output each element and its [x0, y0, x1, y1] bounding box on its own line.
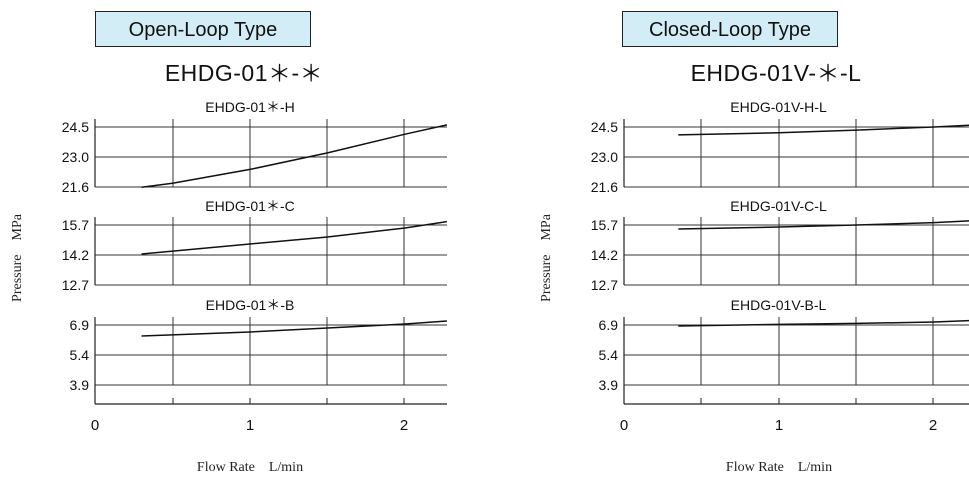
- y-tick-label: 14.2: [591, 247, 618, 263]
- y-tick-label: 12.7: [591, 277, 618, 293]
- panel-title: EHDG-01V-C-L: [730, 198, 827, 214]
- panel-title: EHDG-01＊-H: [205, 99, 294, 115]
- open-loop-title: Open-Loop Type: [95, 11, 311, 47]
- y-tick-label: 15.7: [62, 217, 89, 233]
- y-tick-label: 14.2: [62, 247, 89, 263]
- y-tick-label: 23.0: [591, 149, 618, 165]
- series-line: [678, 220, 969, 230]
- y-tick-label: 6.9: [70, 317, 90, 333]
- panel-title: EHDG-01＊-C: [205, 198, 294, 214]
- x-tick-label: 1: [775, 417, 783, 434]
- x-axis-label: Flow Rate L/min: [197, 460, 303, 475]
- y-tick-label: 15.7: [591, 217, 618, 233]
- y-tick-label: 24.5: [62, 119, 89, 135]
- series-line: [141, 320, 447, 337]
- x-tick-label: 2: [929, 417, 937, 434]
- panel-title: EHDG-01V-B-L: [731, 297, 827, 313]
- closed-loop-model: EHDG-01V-＊-L: [690, 60, 862, 86]
- open-loop-model: EHDG-01＊-＊: [164, 60, 324, 86]
- y-tick-label: 24.5: [591, 119, 618, 135]
- y-tick-label: 3.9: [70, 377, 90, 393]
- series-line: [678, 124, 969, 136]
- y-tick-label: 23.0: [62, 149, 89, 165]
- x-tick-label: 2: [400, 417, 408, 434]
- y-tick-label: 3.9: [599, 377, 619, 393]
- y-axis-label: Pressure MPa: [10, 213, 25, 302]
- x-tick-label: 0: [620, 417, 628, 434]
- y-tick-label: 21.6: [62, 179, 89, 195]
- series-line: [141, 124, 448, 188]
- y-tick-label: 12.7: [62, 277, 89, 293]
- x-tick-label: 0: [91, 417, 99, 434]
- y-tick-label: 5.4: [599, 347, 619, 363]
- panel-title: EHDG-01＊-B: [206, 297, 295, 313]
- closed-loop-title: Closed-Loop Type: [622, 11, 838, 47]
- y-tick-label: 21.6: [591, 179, 618, 195]
- panel-title: EHDG-01V-H-L: [730, 99, 827, 115]
- series-line: [678, 319, 969, 327]
- y-tick-label: 6.9: [599, 317, 619, 333]
- x-axis-label: Flow Rate L/min: [726, 460, 832, 475]
- x-tick-label: 1: [246, 417, 254, 434]
- series-line: [141, 220, 448, 255]
- y-axis-label: Pressure MPa: [539, 213, 554, 302]
- y-tick-label: 5.4: [70, 347, 90, 363]
